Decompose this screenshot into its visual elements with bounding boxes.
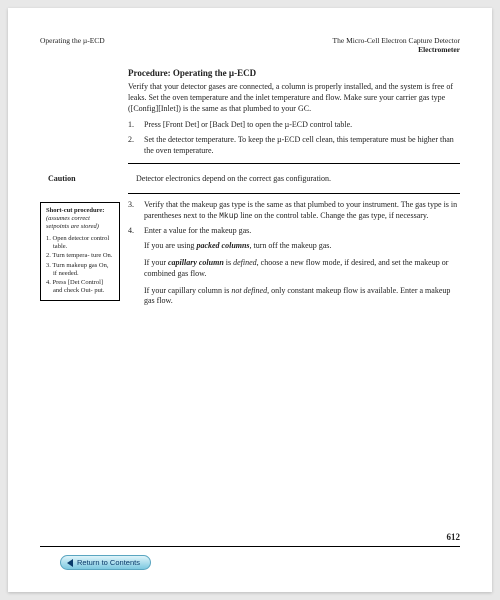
- page-footer: 612 Return to Contents: [40, 532, 460, 570]
- page: Operating the µ-ECD The Micro-Cell Elect…: [8, 8, 492, 592]
- footer-rule: [40, 546, 460, 547]
- lower-section: Short-cut procedure: (assumes correct se…: [40, 200, 460, 313]
- content-column: Procedure: Operating the µ-ECD Verify th…: [128, 68, 460, 313]
- main-content: Procedure: Operating the µ-ECD Verify th…: [40, 68, 460, 313]
- capillary-notdefined: If your capillary column is not defined,…: [144, 286, 460, 308]
- mkup-code: Mkup: [219, 212, 238, 221]
- step-2-text: Set the detector temperature. To keep th…: [144, 135, 460, 157]
- intro-paragraph: Verify that your detector gases are conn…: [128, 82, 460, 114]
- steps-3-4: 3. Verify that the makeup gas type is th…: [128, 200, 460, 313]
- step-number: 4.: [128, 226, 138, 237]
- step-3: 3. Verify that the makeup gas type is th…: [128, 200, 460, 223]
- shortcut-item: 1. Open detector control table.: [46, 235, 114, 251]
- return-label: Return to Contents: [77, 558, 140, 567]
- capillary-defined: If your capillary column is defined, cho…: [144, 258, 460, 280]
- return-button[interactable]: Return to Contents: [60, 555, 151, 570]
- caution-row: Caution Detector electronics depend on t…: [48, 170, 460, 187]
- header-right: The Micro-Cell Electron Capture Detector…: [333, 36, 460, 54]
- step-number: 2.: [128, 135, 138, 157]
- divider-bottom: [128, 193, 460, 194]
- step-number: 3.: [128, 200, 138, 223]
- page-header: Operating the µ-ECD The Micro-Cell Elect…: [40, 36, 460, 54]
- step-2: 2. Set the detector temperature. To keep…: [128, 135, 460, 157]
- left-arrow-icon: [67, 559, 73, 567]
- shortcut-list: 1. Open detector control table. 2. Turn …: [46, 235, 114, 295]
- shortcut-item: 2. Turn tempera- ture On.: [46, 252, 114, 260]
- step-4: 4. Enter a value for the makeup gas.: [128, 226, 460, 237]
- step-1: 1. Press [Front Det] or [Back Det] to op…: [128, 120, 460, 131]
- procedure-title: Procedure: Operating the µ-ECD: [128, 68, 460, 78]
- header-left: Operating the µ-ECD: [40, 36, 105, 54]
- caution-label: Caution: [48, 174, 128, 183]
- caution-text: Detector electronics depend on the corre…: [136, 174, 460, 183]
- shortcut-title: Short-cut procedure:: [46, 207, 114, 215]
- shortcut-column: Short-cut procedure: (assumes correct se…: [40, 200, 120, 313]
- header-right-sub: Electrometer: [333, 45, 460, 54]
- step-3-text: Verify that the makeup gas type is the s…: [144, 200, 460, 223]
- step-4-text: Enter a value for the makeup gas.: [144, 226, 251, 237]
- divider-top: [128, 163, 460, 164]
- shortcut-item: 3. Turn makeup gas On, if needed.: [46, 262, 114, 278]
- page-number: 612: [40, 532, 460, 542]
- step-1-text: Press [Front Det] or [Back Det] to open …: [144, 120, 352, 131]
- shortcut-subtitle: (assumes correct setpoints are stored): [46, 215, 114, 231]
- step-number: 1.: [128, 120, 138, 131]
- header-right-title: The Micro-Cell Electron Capture Detector: [333, 36, 460, 45]
- shortcut-box: Short-cut procedure: (assumes correct se…: [40, 202, 120, 301]
- packed-text: If you are using packed columns, turn of…: [144, 241, 460, 252]
- shortcut-item: 4. Press [Det Control] and check Out- pu…: [46, 279, 114, 295]
